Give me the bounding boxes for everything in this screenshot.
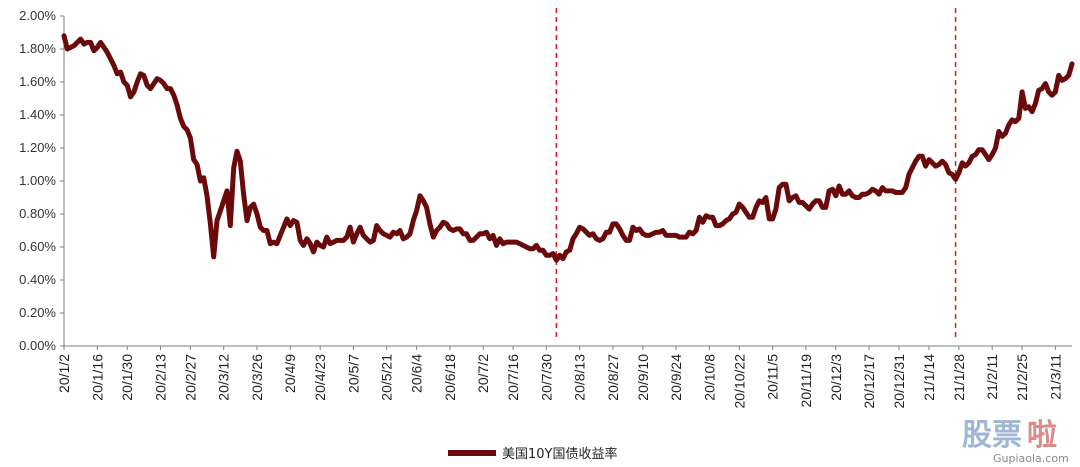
y-tick-label: 0.20% <box>19 305 56 320</box>
y-tick-label: 1.40% <box>19 107 56 122</box>
x-tick-label: 21/1/14 <box>921 354 937 401</box>
x-tick-label: 20/4/23 <box>312 354 328 401</box>
x-tick-label: 20/12/17 <box>861 354 877 409</box>
x-tick-label: 20/8/13 <box>572 354 588 401</box>
x-tick-label: 21/1/28 <box>951 354 967 401</box>
x-tick-label: 21/3/11 <box>1047 354 1063 400</box>
x-tick-label: 21/2/25 <box>1014 354 1030 401</box>
y-axis: 0.00% 0.20% 0.40% 0.60% 0.80% 1.00% 1.20% 1.40%… <box>19 8 65 353</box>
reference-lines <box>555 8 957 340</box>
y-tick-label: 0.80% <box>19 206 56 221</box>
x-tick-label: 20/7/30 <box>538 354 554 401</box>
y-tick-label: 1.80% <box>19 41 56 56</box>
x-tick-label: 20/12/3 <box>828 354 844 401</box>
x-tick-label: 20/9/24 <box>668 354 684 401</box>
x-tick-label: 20/2/27 <box>182 354 198 401</box>
legend: 美国10Y国债收益率 <box>448 446 617 462</box>
x-tick-label: 20/9/10 <box>635 354 651 401</box>
x-tick-label: 20/8/27 <box>605 354 621 401</box>
y-tick-label: 1.20% <box>19 140 56 155</box>
series-group <box>61 33 1075 263</box>
y-tick-label: 0.00% <box>19 338 56 353</box>
x-tick-label: 20/1/30 <box>119 354 135 401</box>
watermark: 股票 啦 Gupiaola.com <box>962 418 1069 465</box>
y-tick-label: 1.00% <box>19 173 56 188</box>
x-tick-label: 20/3/12 <box>216 354 232 401</box>
watermark-logo: 股票 <box>962 418 1022 453</box>
x-tick-label: 20/6/18 <box>442 354 458 401</box>
x-tick-label: 20/7/16 <box>505 354 521 401</box>
x-tick-label: 21/2/11 <box>984 354 1000 400</box>
x-tick-label: 20/10/8 <box>701 354 717 401</box>
y-tick-label: 0.60% <box>19 239 56 254</box>
x-tick-label: 20/4/9 <box>282 354 298 393</box>
x-tick-label: 20/1/16 <box>89 354 105 401</box>
x-tick-label: 20/2/13 <box>152 354 168 401</box>
watermark-url: Gupiaola.com <box>993 452 1069 465</box>
y-tick-label: 0.40% <box>19 272 56 287</box>
x-tick-label: 20/11/5 <box>765 354 781 400</box>
legend-label: 美国10Y国债收益率 <box>502 446 617 462</box>
x-axis: 20/1/2 20/1/16 20/1/30 20/2/13 20/2/27 20/3/1… <box>56 345 1072 409</box>
y-tick-label: 2.00% <box>19 8 56 23</box>
x-tick-label: 20/5/7 <box>345 354 361 393</box>
x-tick-label: 20/7/2 <box>475 354 491 393</box>
x-tick-label: 20/1/2 <box>56 354 72 393</box>
x-tick-label: 20/12/31 <box>891 354 907 409</box>
y-tick-label: 1.60% <box>19 74 56 89</box>
x-tick-label: 20/11/19 <box>798 354 814 408</box>
series-line-us10y <box>61 33 1075 263</box>
x-tick-label: 20/10/22 <box>731 354 747 409</box>
x-tick-label: 20/3/26 <box>249 354 265 401</box>
x-tick-label: 20/5/21 <box>379 354 395 401</box>
x-tick-label: 20/6/4 <box>409 354 425 393</box>
watermark-logo-accent: 啦 <box>1027 418 1057 453</box>
